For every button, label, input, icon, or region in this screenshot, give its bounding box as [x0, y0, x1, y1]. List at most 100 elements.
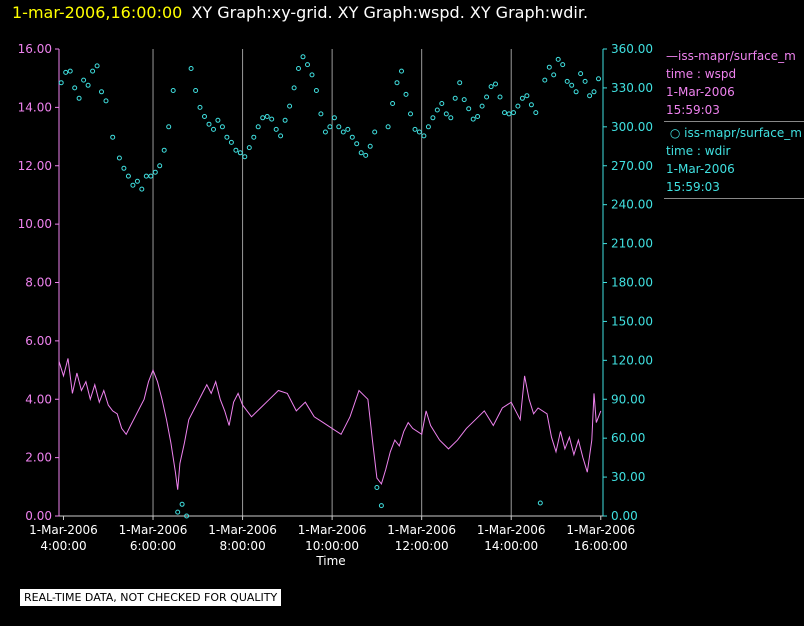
wdir-point [502, 110, 507, 116]
wdir-point [340, 129, 346, 135]
wdir-point [542, 77, 548, 83]
legend-time: 15:59:03 [666, 180, 720, 194]
wdir-point [67, 68, 73, 74]
wdir-point [484, 94, 490, 100]
wdir-point [408, 111, 413, 117]
wdir-point [309, 72, 315, 78]
legend: —iss-mapr/surface_m time : wspd 1-Mar-20… [664, 45, 804, 199]
legend-label: ○ iss-mapr/surface_m [666, 126, 802, 140]
wdir-point [166, 124, 172, 130]
wdir-point [511, 110, 516, 116]
wdir-point [202, 114, 207, 119]
wdir-point [251, 134, 257, 140]
wdir-point [372, 129, 378, 135]
wdir-point [537, 500, 543, 506]
axes [55, 48, 607, 520]
wdir-point [533, 110, 539, 116]
right-tick-label: 90.00 [611, 392, 645, 406]
wdir-point [461, 97, 467, 103]
left-tick-label: 12.00 [18, 159, 52, 173]
wdir-point [193, 88, 199, 93]
wdir-point [161, 147, 167, 153]
wdir-point [587, 93, 593, 99]
wdir-point [134, 178, 140, 184]
wdir-point [300, 54, 306, 60]
wdir-point [125, 173, 131, 179]
right-tick-label: 240.00 [611, 198, 653, 212]
wdir-point [318, 111, 324, 117]
x-axis-label: Time [315, 554, 345, 568]
wspd-line [58, 358, 602, 490]
wdir-point [197, 104, 203, 110]
x-tick-label: 1-Mar-2006 [387, 523, 456, 537]
left-tick-label: 4.00 [25, 392, 52, 406]
wdir-point [85, 82, 91, 88]
wdir-point [448, 115, 454, 121]
wdir-point [175, 509, 181, 515]
grid-lines [152, 49, 512, 516]
wdir-point [255, 124, 261, 130]
left-tick-label: 16.00 [18, 42, 52, 56]
tick-labels: 1-Mar-2006 4:00:00 1-Mar-2006 6:00:00 1-Mar-… [18, 42, 653, 553]
legend-variable: time : wdir [666, 144, 731, 158]
graph-title: XY Graph:xy-grid. XY Graph:wspd. XY Grap… [191, 3, 589, 22]
wdir-point [358, 150, 364, 156]
wdir-point [242, 154, 248, 160]
wdir-point [179, 501, 185, 507]
x-tick-label: 1-Mar-2006 [477, 523, 546, 537]
wdir-point [564, 78, 570, 84]
wdir-point [546, 64, 552, 70]
wdir-point [215, 117, 221, 123]
wdir-point [367, 143, 373, 149]
right-tick-label: 360.00 [611, 42, 653, 56]
wdir-point [246, 145, 252, 151]
wdir-point [184, 513, 190, 519]
wdir-point [152, 169, 158, 175]
page-header: 1-mar-2006,16:00:00 XY Graph:xy-grid. XY… [12, 3, 588, 22]
wdir-point [90, 68, 96, 74]
wdir-point [72, 85, 78, 91]
wdir-point [573, 89, 579, 95]
wdir-point [58, 80, 64, 86]
wdir-point [63, 69, 69, 75]
wdir-point [282, 117, 288, 123]
wdir-point [416, 129, 422, 135]
wdir-point [399, 68, 404, 74]
wdir-point [296, 66, 301, 71]
left-tick-label: 14.00 [18, 100, 52, 114]
wdir-point [287, 103, 293, 109]
wdir-point [394, 80, 400, 86]
wdir-point [578, 71, 584, 77]
x-tick-label: 1-Mar-2006 [298, 523, 367, 537]
right-tick-label: 330.00 [611, 81, 653, 95]
wdir-point [94, 63, 100, 69]
wdir-point [219, 124, 225, 130]
legend-date: 1-Mar-2006 [666, 85, 735, 99]
wdir-point [157, 163, 163, 169]
wdir-point [224, 134, 230, 140]
legend-variable: time : wspd [666, 67, 737, 81]
right-tick-label: 300.00 [611, 120, 653, 134]
right-tick-label: 210.00 [611, 237, 653, 251]
x-tick-label: 6:00:00 [130, 539, 176, 553]
wdir-point [188, 66, 194, 71]
wdir-point [354, 141, 360, 147]
wdir-point [327, 124, 333, 130]
x-tick-label: 1-Mar-2006 [208, 523, 277, 537]
wdir-point [506, 111, 512, 117]
wdir-point [305, 62, 310, 68]
x-tick-label: 8:00:00 [219, 539, 265, 553]
wdir-point [273, 126, 279, 132]
legend-entry-wspd: —iss-mapr/surface_m time : wspd 1-Mar-20… [664, 45, 804, 122]
x-tick-label: 14:00:00 [484, 539, 538, 553]
wdir-point [434, 107, 440, 113]
wdir-point [390, 101, 396, 106]
wdir-point [425, 124, 431, 130]
legend-date: 1-Mar-2006 [666, 162, 735, 176]
wdir-point [269, 116, 275, 122]
right-tick-label: 120.00 [611, 353, 653, 367]
wdir-point [439, 101, 445, 106]
wdir-point [591, 89, 597, 95]
wdir-point [497, 94, 503, 100]
